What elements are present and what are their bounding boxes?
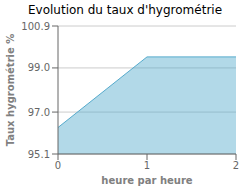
svg-text:100.9: 100.9 — [21, 21, 50, 32]
svg-text:1: 1 — [144, 160, 150, 171]
svg-text:99.0: 99.0 — [28, 62, 50, 73]
svg-text:0: 0 — [55, 160, 61, 171]
svg-text:heure par heure: heure par heure — [101, 175, 192, 186]
html-text:Evolution du taux d'hygrométri: Evolution du taux d'hygrométrie — [28, 3, 222, 17]
svg-text:97.0: 97.0 — [28, 107, 50, 118]
svg-text:2: 2 — [233, 160, 239, 171]
svg-text:95.1: 95.1 — [28, 149, 50, 160]
svg-text:Taux hygrométrie %: Taux hygrométrie % — [5, 34, 16, 147]
